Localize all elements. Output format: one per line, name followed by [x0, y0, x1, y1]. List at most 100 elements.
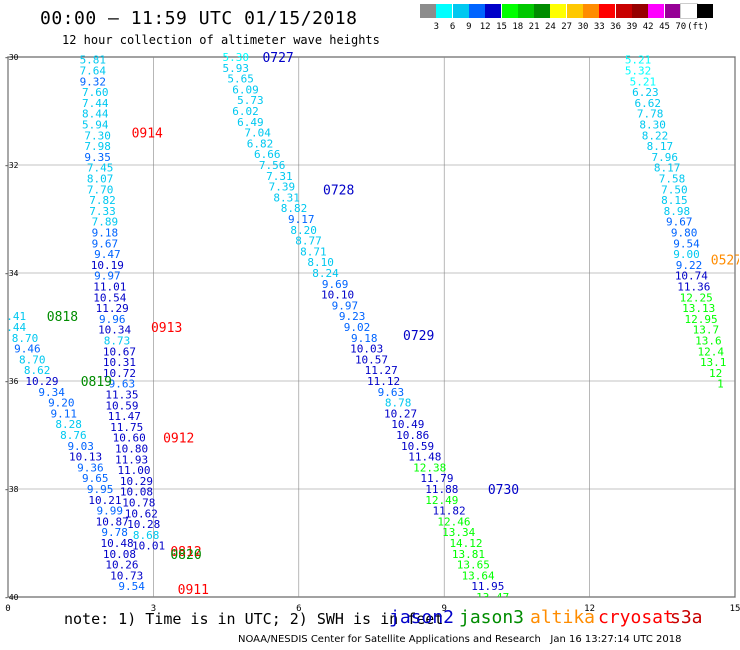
- swh-value-label: 9.03: [67, 440, 94, 453]
- color-scale-label: 6: [449, 22, 456, 32]
- swh-value-label: 9.97: [94, 270, 121, 283]
- swh-value-label: 13.65: [457, 559, 490, 572]
- swh-value-label: 9.54: [673, 237, 700, 250]
- pass-time-label: 0912: [163, 432, 194, 447]
- pass-time-label: 0914: [132, 127, 163, 142]
- swh-value-label: 9.54: [118, 580, 145, 593]
- swh-value-label: 7.98: [84, 140, 111, 153]
- swh-value-label: 13.47: [476, 591, 509, 604]
- swh-value-label: 10.08: [120, 486, 153, 499]
- color-scale-label: 12: [479, 22, 491, 32]
- swh-value-label: 12.49: [425, 494, 458, 507]
- swh-value-label: 6.23: [632, 86, 659, 99]
- swh-value-label: 7.96: [651, 151, 678, 164]
- swh-value-label: 9.36: [77, 461, 104, 474]
- swh-value-label: 10.59: [105, 399, 138, 412]
- swh-value-label: 9.17: [288, 213, 315, 226]
- swh-value-label: 11.88: [425, 483, 458, 496]
- swh-value-label: 9.67: [666, 216, 693, 229]
- swh-value-label: 9.35: [84, 151, 111, 164]
- color-scale-label: 18: [512, 22, 524, 32]
- swh-value-label: 9.22: [676, 259, 703, 272]
- swh-value-label: 9.96: [99, 313, 126, 326]
- swh-value-label: 6.82: [247, 137, 274, 150]
- swh-value-label: 9.95: [87, 483, 114, 496]
- swh-value-label: 10.29: [120, 475, 153, 488]
- swh-value-label: 12.25: [680, 291, 713, 304]
- color-scale-swatch: [485, 4, 502, 18]
- swh-value-label: 11.00: [117, 464, 150, 477]
- x-tick-label: 15: [730, 604, 740, 614]
- swh-value-label: 7.58: [659, 173, 686, 186]
- swh-value-label: 9.20: [48, 397, 75, 410]
- color-scale-label: 21: [528, 22, 540, 32]
- chart-subtitle: 12 hour collection of altimeter wave hei…: [62, 33, 380, 47]
- swh-value-label: 5.94: [82, 119, 109, 132]
- swh-value-label: 8.77: [295, 235, 322, 248]
- swh-value-label: 8.82: [281, 202, 308, 215]
- swh-value-label: 6.49: [237, 116, 264, 129]
- color-scale-swatch: [583, 4, 599, 18]
- color-scale-swatch: [468, 4, 485, 18]
- swh-value-label: 10.80: [115, 443, 148, 456]
- color-scale-swatch: [420, 4, 436, 18]
- color-scale-swatch: [517, 4, 534, 18]
- satellite-legend-altika: altika: [530, 607, 596, 628]
- swh-value-label: 9.46: [14, 343, 41, 356]
- color-scale-label: 45: [659, 22, 670, 32]
- color-scale-swatch: [534, 4, 551, 18]
- swh-value-label: 8.68: [133, 529, 160, 542]
- x-tick-label: 3: [151, 604, 156, 614]
- satellite-legend-jason2: jason2: [389, 607, 455, 628]
- swh-value-label: 5.32: [625, 65, 652, 78]
- swh-value-label: 8.76: [60, 429, 87, 442]
- x-tick-label: 12: [584, 604, 595, 614]
- swh-value-label: 8.28: [55, 418, 82, 431]
- y-tick-label: -40: [4, 593, 19, 602]
- y-tick-label: -32: [4, 161, 19, 170]
- color-scale-swatch: [679, 3, 698, 19]
- swh-value-label: 9.00: [673, 248, 700, 261]
- color-scale-label: 33: [593, 22, 605, 32]
- swh-value-label: 10.74: [675, 270, 708, 283]
- swh-value-label: 13.6: [695, 335, 722, 348]
- swh-value-label: 9.97: [332, 299, 359, 312]
- swh-value-label: 10.26: [105, 559, 138, 572]
- swh-value-label: 13.7: [693, 324, 720, 337]
- swh-value-label: 8.73: [104, 335, 131, 348]
- color-scale-swatch: [599, 4, 616, 18]
- swh-value-label: 9.63: [378, 386, 405, 399]
- swh-value-label: 11.93: [115, 453, 148, 466]
- swh-value-label: 10.67: [103, 345, 136, 358]
- pass-time-label: 0728: [323, 183, 354, 198]
- swh-value-label: 10.21: [88, 494, 121, 507]
- swh-value-label: 10.78: [122, 497, 155, 510]
- swh-value-label: 8.15: [661, 194, 688, 207]
- pass-time-label: 0820: [170, 548, 201, 563]
- swh-value-label: 8.10: [307, 256, 334, 269]
- footer-note: note: 1) Time is in UTC; 2) SWH is in fe…: [64, 610, 444, 628]
- color-scale-swatch: [452, 4, 469, 18]
- swh-value-label: 10.01: [132, 540, 165, 553]
- swh-value-label: 8.70: [12, 332, 39, 345]
- color-scale-swatch: [566, 4, 583, 18]
- color-scale-label: 15: [496, 22, 507, 32]
- x-tick-label: 0: [5, 604, 10, 614]
- color-scale-label: 27: [561, 22, 573, 32]
- swh-value-label: 5.30: [223, 51, 250, 64]
- swh-value-label: 5.93: [223, 62, 250, 75]
- swh-value-label: 11.12: [367, 375, 400, 388]
- swh-value-label: 8.44: [82, 108, 109, 121]
- swh-value-label: 10.34: [98, 324, 131, 337]
- color-scale-label: (ft): [687, 22, 709, 32]
- swh-value-label: 14.12: [449, 537, 482, 550]
- color-scale-swatch: [697, 4, 714, 18]
- swh-value-label: 7.45: [87, 162, 114, 175]
- swh-value-label: 10.08: [103, 548, 136, 561]
- color-scale-swatch: [648, 4, 665, 18]
- swh-value-label: 7.89: [92, 216, 119, 229]
- satellite-legend-jason3: jason3: [459, 607, 525, 628]
- swh-value-label: 8.17: [654, 162, 681, 175]
- swh-value-label: 7.41: [0, 310, 26, 323]
